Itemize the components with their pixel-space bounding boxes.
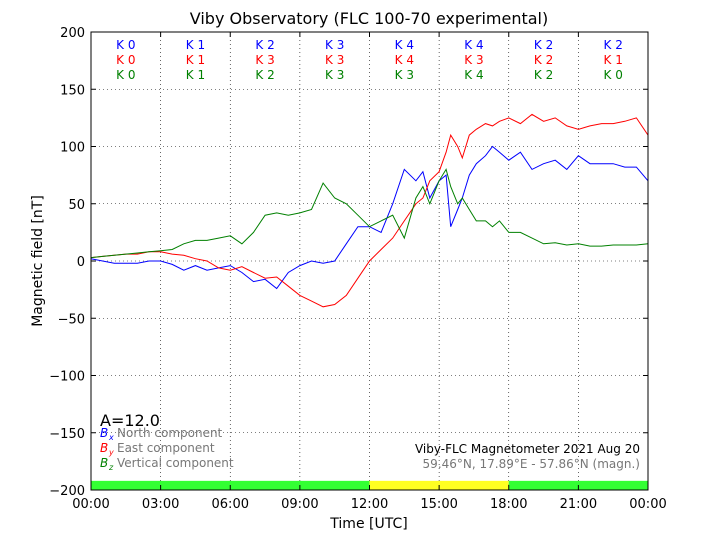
legend-symbol: B	[100, 441, 108, 455]
k-index-label: K 3	[255, 53, 274, 67]
k-index-label: K 0	[604, 68, 623, 82]
info-line-1: Viby-FLC Magnetometer 2021 Aug 20	[415, 442, 640, 456]
x-tick-label: 21:00	[560, 497, 597, 512]
k-index-label: K 2	[534, 38, 553, 52]
k-index-label: K 1	[604, 53, 623, 67]
k-index-label: K 3	[464, 53, 483, 67]
legend-label: Vertical component	[117, 456, 234, 470]
x-tick-label: 09:00	[281, 497, 318, 512]
k-index-label: K 4	[464, 68, 483, 82]
x-axis-label: Time [UTC]	[329, 516, 407, 532]
k-index-label: K 3	[325, 38, 344, 52]
tick-labels: 00:00 03:00 06:00 09:00 12:00 15:00 18:00 21:00…	[49, 26, 666, 512]
k-index-label: K 0	[116, 68, 135, 82]
k-index-label: K 1	[186, 53, 205, 67]
k-index-label: K 0	[116, 53, 135, 67]
legend-label: East component	[117, 441, 215, 455]
x-tick-label: 00:00	[72, 497, 109, 512]
legend-subscript: y	[108, 448, 114, 457]
k-index-label: K 1	[186, 68, 205, 82]
series-line	[90, 113, 649, 308]
y-tick-label: −100	[49, 370, 85, 385]
series-line	[90, 168, 649, 259]
k-index-label: K 3	[325, 68, 344, 82]
x-tick-label: 00:00	[629, 497, 666, 512]
k-index-label: K 4	[464, 38, 483, 52]
k-index-label: K 3	[325, 53, 344, 67]
y-tick-label: −50	[58, 312, 85, 327]
x-tick-label: 06:00	[212, 497, 249, 512]
k-index-label: K 2	[255, 68, 274, 82]
info-line-2: 59.46°N, 17.89°E - 57.86°N (magn.)	[423, 457, 640, 471]
axis-ticks	[90, 31, 649, 491]
data-series	[90, 113, 649, 308]
y-axis-label: Magnetic field [nT]	[30, 195, 46, 327]
legend-symbol: B	[100, 456, 108, 470]
chart-title: Viby Observatory (FLC 100-70 experimenta…	[190, 9, 549, 28]
k-index-label: K 4	[395, 38, 414, 52]
a-index-label: A=12.0	[100, 411, 160, 430]
k-index-label: K 3	[395, 68, 414, 82]
grid-lines	[91, 32, 648, 490]
y-tick-label: 100	[60, 141, 85, 156]
legend-label: North component	[117, 426, 223, 440]
series-line	[90, 145, 649, 290]
k-index-label: K 2	[255, 38, 274, 52]
y-tick-label: 200	[60, 26, 85, 41]
y-tick-label: −200	[49, 484, 85, 499]
y-tick-label: 0	[77, 255, 85, 270]
x-tick-label: 12:00	[351, 497, 388, 512]
k-index-label: K 1	[186, 38, 205, 52]
legend-subscript: z	[108, 463, 114, 472]
x-tick-label: 18:00	[490, 497, 527, 512]
legend-subscript: x	[108, 433, 114, 442]
k-index-label: K 2	[534, 53, 553, 67]
y-tick-label: 150	[60, 83, 85, 98]
legend-symbol: B	[100, 426, 108, 440]
y-tick-label: −150	[49, 427, 85, 442]
k-index-label: K 2	[534, 68, 553, 82]
x-tick-label: 15:00	[420, 497, 457, 512]
k-index-label: K 2	[604, 38, 623, 52]
k-index-label: K 4	[395, 53, 414, 67]
x-tick-label: 03:00	[142, 497, 179, 512]
y-tick-label: 50	[68, 198, 85, 213]
k-index-label: K 0	[116, 38, 135, 52]
